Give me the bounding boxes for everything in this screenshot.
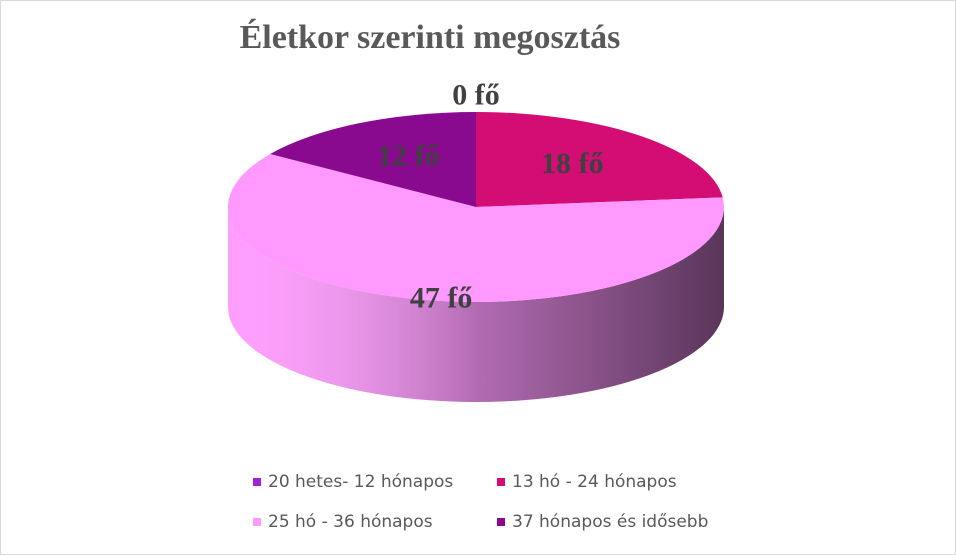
data-label: 47 fő <box>410 281 473 314</box>
legend-label: 20 hetes- 12 hónapos <box>268 472 453 492</box>
legend-swatch <box>253 518 261 526</box>
slice <box>227 154 724 302</box>
slice <box>476 112 723 207</box>
legend-label: 37 hónapos és idősebb <box>512 512 708 532</box>
legend-swatch <box>497 478 505 486</box>
data-label: 12 fő <box>377 139 440 172</box>
slice-side-shade <box>228 207 724 402</box>
data-label: 0 fő <box>452 79 500 112</box>
legend-swatch <box>497 518 505 526</box>
legend-label: 25 hó - 36 hónapos <box>268 512 433 532</box>
data-label: 18 fő <box>541 147 604 180</box>
slice <box>270 112 476 207</box>
legend-swatch <box>253 478 261 486</box>
chart-title: Életkor szerinti megosztás <box>240 19 621 56</box>
legend-label: 13 hó - 24 hónapos <box>512 472 677 492</box>
